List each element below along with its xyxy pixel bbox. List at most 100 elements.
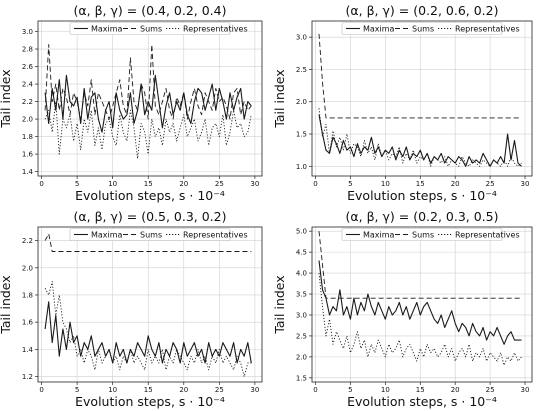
x-tick-label: 5 — [75, 180, 79, 188]
y-axis-label: Tail index — [0, 275, 13, 334]
chart-panel-1: 0 5 10 15 20 25 30 1.4 1.6 1.8 2.0 2.2 2.4 2.6 2.8 3.0 M… — [0, 3, 263, 203]
x-tick-label: 20 — [451, 386, 460, 394]
chart-panel-2: 0 5 10 15 20 25 30 1.0 1.5 2.0 2.5 3.0 Maxima Sums Rep… — [272, 3, 533, 203]
legend-label-sums: Sums — [140, 230, 162, 239]
x-tick-label: 10 — [381, 386, 390, 394]
x-tick-label: 20 — [451, 180, 460, 188]
legend-label-maxima: Maxima — [91, 230, 123, 239]
y-axis-label: Tail index — [272, 275, 287, 334]
legend-label-representatives: Representatives — [455, 24, 520, 33]
x-tick-label: 0 — [39, 386, 43, 394]
y-tick-label: 2.0 — [296, 98, 307, 106]
legend-box — [69, 22, 231, 35]
panel-title: (α, β, γ) = (0.4, 0.2, 0.4) — [74, 3, 227, 18]
series-line-sums — [44, 44, 252, 120]
y-tick-label: 1.2 — [22, 373, 33, 381]
y-tick-label: 1.5 — [296, 374, 307, 382]
y-tick-label: 2.0 — [22, 264, 33, 272]
x-tick-label: 0 — [39, 180, 43, 188]
y-tick-label: 4.0 — [296, 270, 307, 278]
y-tick-label: 1.6 — [22, 319, 34, 327]
series-line-maxima — [318, 114, 522, 167]
y-tick-label: 1.0 — [296, 163, 307, 171]
x-tick-label: 10 — [381, 180, 390, 188]
y-tick-label: 3.0 — [22, 28, 33, 36]
y-tick-label: 3.0 — [296, 311, 307, 319]
x-tick-label: 25 — [486, 386, 495, 394]
legend-label-sums: Sums — [412, 230, 434, 239]
plot-frame — [37, 226, 263, 383]
x-axis-label: Evolution steps, s · 10⁻⁴ — [347, 188, 497, 203]
y-tick-label: 3.0 — [296, 34, 307, 42]
panel-title: (α, β, γ) = (0.2, 0.3, 0.5) — [346, 209, 499, 224]
legend-label-sums: Sums — [140, 24, 162, 33]
x-tick-label: 15 — [144, 180, 153, 188]
y-tick-label: 1.8 — [22, 133, 33, 141]
x-tick-label: 0 — [313, 180, 317, 188]
panel-title: (α, β, γ) = (0.5, 0.3, 0.2) — [74, 209, 227, 224]
x-tick-label: 20 — [179, 386, 188, 394]
legend-box — [69, 228, 231, 241]
y-tick-label: 2.0 — [296, 353, 307, 361]
y-axis-label: Tail index — [0, 69, 13, 128]
y-tick-label: 4.5 — [296, 249, 307, 257]
plot-frame — [37, 20, 263, 177]
y-tick-label: 1.8 — [22, 291, 33, 299]
y-tick-label: 2.5 — [296, 332, 307, 340]
plot-frame — [311, 20, 533, 177]
x-tick-label: 30 — [521, 180, 530, 188]
x-tick-label: 25 — [215, 180, 224, 188]
x-tick-label: 15 — [416, 180, 425, 188]
legend-label-maxima: Maxima — [363, 24, 395, 33]
y-tick-label: 2.5 — [296, 66, 307, 74]
x-tick-label: 15 — [144, 386, 153, 394]
x-tick-label: 5 — [75, 386, 79, 394]
x-axis-label: Evolution steps, s · 10⁻⁴ — [75, 188, 225, 203]
legend-label-representatives: Representatives — [183, 24, 248, 33]
x-tick-label: 20 — [179, 180, 188, 188]
y-tick-label: 2.0 — [22, 116, 33, 124]
x-tick-label: 25 — [215, 386, 224, 394]
x-tick-label: 30 — [250, 180, 259, 188]
y-tick-label: 1.4 — [22, 168, 34, 176]
series-line-maxima — [44, 301, 252, 364]
series-line-maxima — [44, 74, 252, 133]
x-axis-label: Evolution steps, s · 10⁻⁴ — [75, 394, 225, 409]
x-tick-label: 0 — [313, 386, 317, 394]
y-tick-label: 1.6 — [22, 151, 34, 159]
y-tick-label: 5.0 — [296, 228, 307, 236]
y-axis-label: Tail index — [272, 69, 287, 128]
y-tick-label: 1.5 — [296, 131, 307, 139]
legend-label-maxima: Maxima — [363, 230, 395, 239]
x-tick-label: 25 — [486, 180, 495, 188]
series-line-representatives — [318, 108, 522, 167]
series-line-sums — [44, 233, 252, 252]
legend-label-maxima: Maxima — [91, 24, 123, 33]
x-tick-label: 5 — [348, 386, 352, 394]
plot-frame — [311, 226, 533, 383]
y-tick-label: 2.2 — [22, 98, 33, 106]
series-line-sums — [318, 33, 522, 119]
y-tick-label: 2.2 — [22, 237, 33, 245]
x-tick-label: 10 — [108, 386, 117, 394]
x-tick-label: 15 — [416, 386, 425, 394]
legend-label-sums: Sums — [412, 24, 434, 33]
y-tick-label: 2.8 — [22, 46, 33, 54]
y-tick-label: 1.4 — [22, 346, 34, 354]
chart-panel-4: 0 5 10 15 20 25 30 1.5 2.0 2.5 3.0 3.5 4.0 4.5 5.0 Maxi… — [272, 209, 533, 409]
series-line-representatives — [44, 280, 252, 378]
y-tick-label: 2.4 — [22, 81, 34, 89]
legend-label-representatives: Representatives — [455, 230, 520, 239]
x-tick-label: 30 — [250, 386, 259, 394]
series-line-sums — [318, 231, 522, 299]
legend-box — [341, 228, 503, 241]
legend-box — [341, 22, 503, 35]
series-line-maxima — [318, 260, 522, 345]
x-tick-label: 10 — [108, 180, 117, 188]
chart-panel-3: 0 5 10 15 20 25 30 1.2 1.4 1.6 1.8 2.0 2.2 Maxima Sums… — [0, 209, 263, 409]
y-tick-label: 2.6 — [22, 63, 34, 71]
legend-label-representatives: Representatives — [183, 230, 248, 239]
y-tick-label: 3.5 — [296, 291, 307, 299]
x-tick-label: 5 — [348, 180, 352, 188]
